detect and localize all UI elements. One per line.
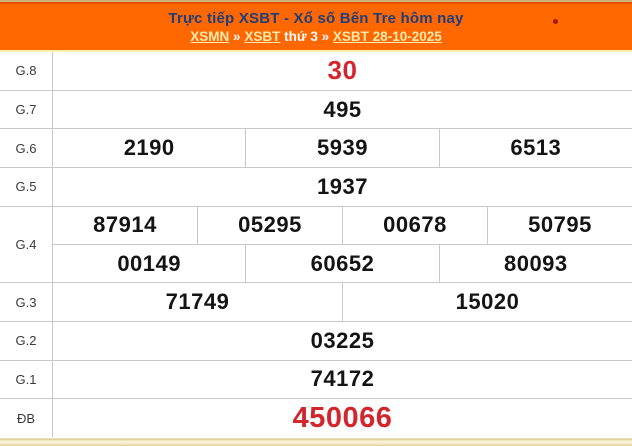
prize-row-g7: G.7 495 — [0, 90, 632, 130]
prize-row-g8: G.8 30 — [0, 52, 632, 91]
banner-bottom-line — [0, 50, 632, 52]
prize-number-g6-2: 5939 — [245, 129, 438, 168]
header-banner: Trực tiếp XSBT - Xổ số Bến Tre hôm nay X… — [0, 4, 632, 50]
prize-number-g4-1: 87914 — [93, 212, 157, 238]
prize-number-g4-7: 80093 — [438, 245, 632, 283]
breadcrumb-weekday: thứ 3 — [284, 29, 318, 44]
prize-number-g2: 03225 — [310, 327, 375, 353]
prize-number-g4-5: 00149 — [117, 250, 181, 276]
prize-number-db: 450066 — [292, 401, 393, 434]
breadcrumb-link-xsmn[interactable]: XSMN — [190, 29, 230, 44]
prize-number-g6-1: 2190 — [123, 135, 175, 161]
prize-row-g4-line1: 87914 05295 00678 50795 — [53, 206, 632, 246]
prize-label-g7: G.7 — [0, 90, 53, 129]
prize-number-g6-3: 6513 — [438, 129, 632, 168]
prize-number-g5: 1937 — [317, 173, 368, 199]
prize-number-g4-3: 00678 — [342, 206, 487, 245]
red-indicator-dot — [553, 19, 558, 24]
breadcrumb: XSMN » XSBT thứ 3 » XSBT 28-10-2025 — [190, 28, 441, 45]
prize-number-g8: 30 — [327, 55, 358, 86]
prize-row-g1: G.1 74172 — [0, 360, 632, 400]
prize-label-g6: G.6 — [0, 129, 53, 168]
prize-label-g2: G.2 — [0, 321, 53, 360]
breadcrumb-separator: » — [321, 29, 330, 44]
top-border-line — [0, 0, 632, 2]
prize-label-g1: G.1 — [0, 360, 53, 399]
prize-row-g2: G.2 03225 — [0, 321, 632, 361]
prize-number-g7: 495 — [323, 96, 362, 122]
breadcrumb-separator: » — [233, 29, 241, 44]
top-accent-line — [0, 2, 632, 4]
breadcrumb-link-xsbt-date[interactable]: XSBT 28-10-2025 — [332, 29, 442, 44]
prize-label-db: ĐB — [0, 399, 53, 438]
prize-row-g4-line2: 00149 60652 80093 — [53, 245, 632, 283]
prize-number-g4-6: 60652 — [245, 245, 438, 283]
prize-label-g4: G.4 — [0, 206, 53, 283]
prize-row-g5: G.5 1937 — [0, 168, 632, 207]
prize-row-g6: G.6 2190 5939 6513 — [0, 129, 632, 169]
prize-number-g4-2: 05295 — [197, 206, 342, 245]
prize-number-g4-4: 50795 — [487, 206, 632, 245]
page-title: Trực tiếp XSBT - Xổ số Bến Tre hôm nay — [168, 10, 464, 27]
prize-label-g8: G.8 — [0, 52, 53, 90]
prize-row-db: ĐB 450066 — [0, 399, 632, 438]
prize-label-g3: G.3 — [0, 283, 53, 321]
prize-number-g3-1: 71749 — [165, 289, 230, 315]
breadcrumb-link-xsbt[interactable]: XSBT — [244, 29, 281, 44]
bottom-decorative-band — [0, 437, 632, 446]
prize-row-g4: G.4 87914 05295 00678 50795 00149 60652 … — [0, 206, 632, 284]
prize-label-g5: G.5 — [0, 168, 53, 206]
prize-number-g1: 74172 — [310, 366, 375, 392]
prize-row-g3: G.3 71749 15020 — [0, 283, 632, 322]
prize-number-g3-2: 15020 — [342, 283, 632, 321]
prize-table: G.8 30 G.7 495 G.6 2190 5939 6513 G.5 19… — [0, 52, 632, 438]
